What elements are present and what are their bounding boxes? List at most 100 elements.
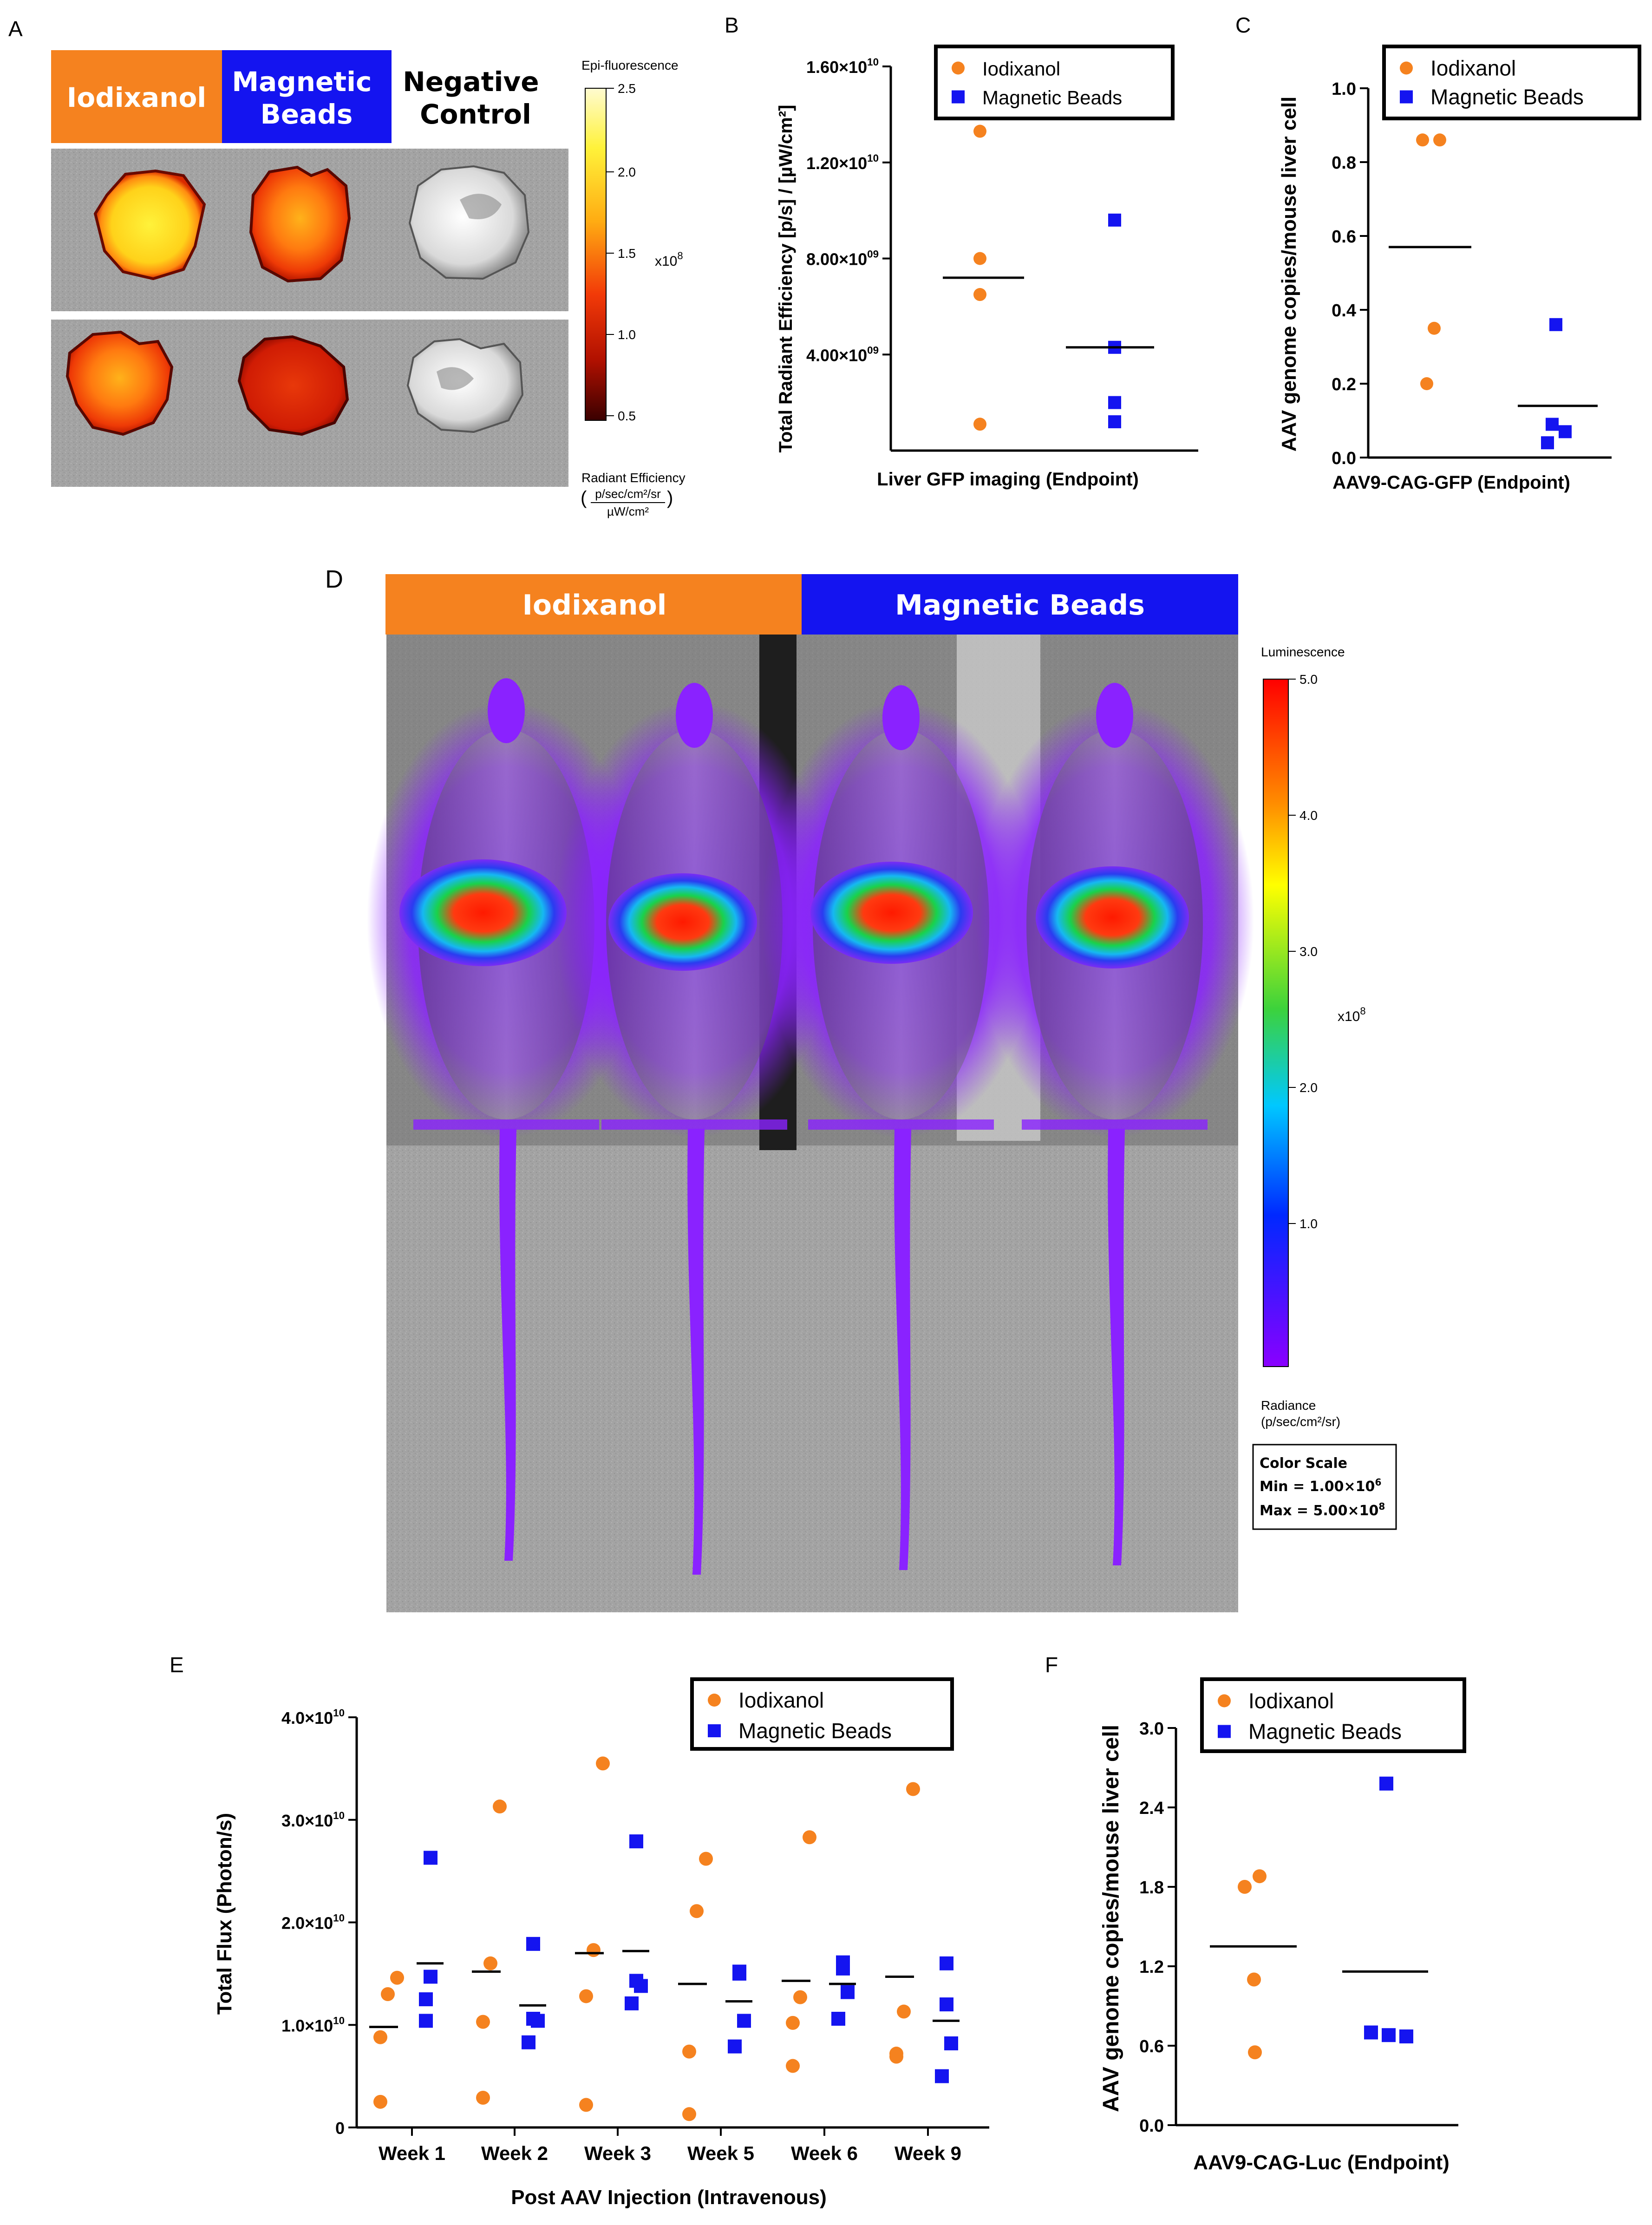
liver-negative-1 <box>408 165 530 280</box>
legend-iodixanol-label: Iodixanol <box>1430 56 1516 80</box>
y-tick-label: 1.20×1010 <box>806 152 879 173</box>
e-magnetic-point <box>940 1997 953 2012</box>
mice-layer <box>367 678 1254 1575</box>
colorbar-d-exp-base: x10 <box>1338 1009 1360 1024</box>
colorbar-d-tick-label: 2.0 <box>1299 1080 1318 1095</box>
colorbar-a-paren-open: ( <box>581 488 587 508</box>
e-magnetic-point <box>424 1851 437 1865</box>
y-tick-label: 1.2 <box>1139 1957 1164 1977</box>
f-magnetic-point <box>1399 2029 1413 2044</box>
y-tick-mantissa: 2.0×10 <box>281 1914 333 1933</box>
mouse-paws-signal <box>808 1119 994 1130</box>
panel-e-ylabel: Total Flux (Photon/s) <box>213 1813 236 2015</box>
e-magnetic-point <box>831 2012 845 2026</box>
legend-iodixanol-marker <box>708 1694 721 1707</box>
c-iodixanol-point <box>1416 133 1429 147</box>
b-magnetic-point <box>1108 415 1121 428</box>
e-magnetic-point <box>935 2069 949 2083</box>
liver-iodixanol-1 <box>93 169 206 281</box>
legend-magnetic-marker <box>952 90 965 104</box>
panel-a-label: A <box>8 17 23 41</box>
x-tick-label: Week 6 <box>791 2142 858 2164</box>
y-tick-label: 2.4 <box>1139 1799 1164 1818</box>
c-magnetic-point <box>1559 425 1572 438</box>
e-magnetic-point <box>526 1937 540 1951</box>
mouse-tail <box>687 1129 705 1575</box>
colorbar-a-units-num: p/sec/cm²/sr <box>595 487 661 501</box>
c-iodixanol-point <box>1428 321 1441 335</box>
panel-d: D Iodixanol Magnetic Beads Luminescence … <box>325 565 1397 1612</box>
y-tick-exponent: 10 <box>333 1707 345 1719</box>
panel-f-xlabel: AAV9-CAG-Luc (Endpoint) <box>1193 2151 1450 2174</box>
colorbar-a-tick-label: 2.0 <box>618 165 636 179</box>
colorbar-a <box>585 88 607 421</box>
panel-e: E Total Flux (Photon/s) 01.0×10102.0×101… <box>170 1653 989 2209</box>
color-scale-max: Max = 5.00×108 <box>1260 1501 1385 1519</box>
y-tick-label: 2.0×1010 <box>281 1912 345 1933</box>
legend-magnetic-marker <box>708 1724 721 1737</box>
e-iodixanol-point <box>483 1956 497 1970</box>
y-tick-label: 1.0×1010 <box>281 2015 345 2035</box>
e-iodixanol-point <box>373 2030 387 2044</box>
header-magnetic-line2: Beads <box>261 98 353 130</box>
y-tick-label: 0.6 <box>1332 227 1356 247</box>
e-iodixanol-point <box>476 2090 490 2105</box>
e-iodixanol-point <box>889 2049 903 2064</box>
colorbar-d-ticks: 5.0 4.0 3.0 2.0 1.0 <box>1288 672 1318 1231</box>
e-iodixanol-point <box>690 1904 704 1918</box>
mouse-paws-signal <box>601 1119 787 1130</box>
panel-c-xlabel: AAV9-CAG-GFP (Endpoint) <box>1332 472 1570 493</box>
y-tick-mantissa: 1.0×10 <box>281 2016 333 2035</box>
mouse-paws-signal <box>1022 1119 1208 1130</box>
colorbar-a-tick-label: 2.5 <box>618 81 636 96</box>
y-tick-label: 0 <box>335 2119 345 2138</box>
f-iodixanol-point <box>1248 2045 1262 2060</box>
f-iodixanol-point <box>1247 1972 1261 1987</box>
color-scale-min: Min = 1.00×106 <box>1260 1477 1381 1495</box>
legend-box <box>934 45 1175 120</box>
y-tick-mantissa: 4.00×10 <box>806 346 867 365</box>
b-iodixanol-point <box>973 288 986 301</box>
e-iodixanol-point <box>786 2016 800 2030</box>
colorbar-a-ticks: 2.5 2.0 1.5 1.0 0.5 <box>606 81 636 423</box>
colorbar-d-tick-label: 4.0 <box>1299 808 1318 823</box>
e-iodixanol-point <box>803 1830 816 1845</box>
y-tick-exponent: 10 <box>333 1810 345 1821</box>
b-magnetic-point <box>1108 213 1121 227</box>
c-magnetic-point <box>1546 418 1559 431</box>
liver-negative-2-lobe <box>437 367 474 390</box>
colorbar-a-units-den: µW/cm² <box>607 504 649 518</box>
color-scale-box <box>1252 1444 1397 1530</box>
e-iodixanol-point <box>699 1852 713 1866</box>
legend-iodixanol-marker <box>1218 1694 1231 1708</box>
panel-e-xlabel: Post AAV Injection (Intravenous) <box>511 2186 827 2209</box>
e-magnetic-point <box>836 1961 850 1976</box>
liver-iodixanol-2 <box>65 330 174 436</box>
color-scale-max-sup: 8 <box>1378 1501 1385 1512</box>
e-iodixanol-point <box>476 2015 490 2029</box>
y-tick-label: 4.0×1010 <box>281 1707 345 1728</box>
mouse-head-signal <box>882 685 920 750</box>
e-iodixanol-point <box>682 2107 696 2121</box>
chart-f: 0.0 0.6 1.2 1.8 2.4 3.0 Iodixanol Magnetic Bead… <box>1139 1677 1466 2136</box>
e-iodixanol-point <box>390 1970 404 1985</box>
mouse-head-signal <box>488 678 525 743</box>
color-scale-min-text: Min = 1.00×10 <box>1260 1479 1375 1495</box>
legend-magnetic-marker <box>1218 1725 1231 1738</box>
panel-c-ylabel: AAV genome copies/mouse liver cell <box>1278 97 1300 452</box>
mouse-liver-signal <box>1036 866 1189 969</box>
e-magnetic-point <box>424 1970 437 1984</box>
y-tick-label: 3.0 <box>1139 1719 1164 1739</box>
panel-f-label: F <box>1045 1653 1058 1677</box>
header-iodixanol-label: Iodixanol <box>67 82 206 113</box>
color-scale-max-text: Max = 5.00×10 <box>1260 1503 1378 1519</box>
legend-iodixanol-label: Iodixanol <box>738 1688 824 1712</box>
colorbar-d <box>1263 679 1289 1367</box>
y-tick-exponent: 10 <box>333 1912 345 1924</box>
e-magnetic-point <box>940 1956 953 1970</box>
panel-b-label: B <box>725 13 739 37</box>
mouse-liver-signal <box>810 862 973 964</box>
c-magnetic-point <box>1541 436 1554 450</box>
colorbar-d-tick-label: 1.0 <box>1299 1217 1318 1231</box>
y-tick-exponent: 10 <box>333 2015 345 2026</box>
